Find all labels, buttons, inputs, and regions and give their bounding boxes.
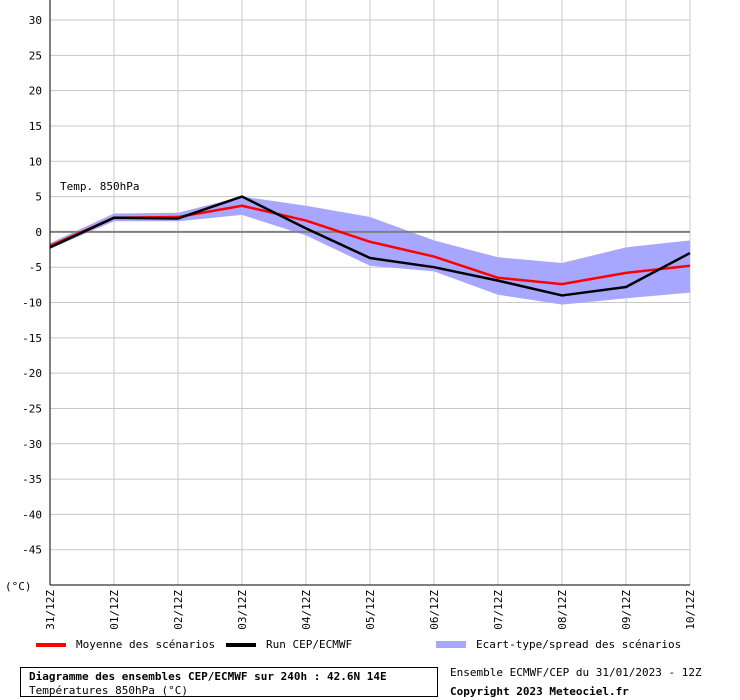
chart-title: Diagramme des ensembles CEP/ECMWF sur 24… xyxy=(29,670,387,683)
y-tick-label: 25 xyxy=(29,49,42,62)
x-tick-label: 10/12Z xyxy=(684,590,697,630)
x-tick-label: 01/12Z xyxy=(108,590,121,630)
y-tick-label: 15 xyxy=(29,120,42,133)
x-tick-label: 06/12Z xyxy=(428,590,441,630)
spread-band-layer xyxy=(50,196,690,305)
legend-item-run: Run CEP/ECMWF xyxy=(226,638,352,651)
legend-label-mean: Moyenne des scénarios xyxy=(76,638,216,651)
variable-annotation: Temp. 850hPa xyxy=(60,180,139,193)
y-tick-label: -30 xyxy=(22,438,42,451)
legend-swatch-run xyxy=(226,642,256,647)
y-tick-label: 30 xyxy=(29,14,42,27)
y-tick-label: 20 xyxy=(29,85,42,98)
x-tick-label: 31/12Z xyxy=(44,590,57,630)
y-tick-label: -5 xyxy=(29,261,42,274)
y-tick-label: -15 xyxy=(22,332,42,345)
series-layer xyxy=(49,195,691,297)
y-tick-label: -40 xyxy=(22,508,42,521)
legend-swatch-spread xyxy=(436,641,466,648)
legend-swatch-mean xyxy=(36,642,66,647)
copyright: Copyright 2023 Meteociel.fr xyxy=(450,685,629,698)
x-tick-label: 07/12Z xyxy=(492,590,505,630)
y-tick-label: 0 xyxy=(35,226,42,239)
legend-label-run: Run CEP/ECMWF xyxy=(266,638,353,651)
title-box: Diagramme des ensembles CEP/ECMWF sur 24… xyxy=(20,667,438,697)
x-tick-label: 04/12Z xyxy=(300,590,313,630)
x-tick-label: 03/12Z xyxy=(236,590,249,630)
legend-item-spread: Ecart-type/spread des scénarios xyxy=(436,638,681,651)
run-info: Ensemble ECMWF/CEP du 31/01/2023 - 12Z xyxy=(450,666,702,679)
legend-item-mean: Moyenne des scénarios xyxy=(36,638,215,651)
ensemble-chart: 30 25 20 15 10 5 0 -5 -10 -15 -20 -25 -30 -35 -40 -45 31… xyxy=(5,0,697,630)
y-tick-label: 5 xyxy=(35,191,42,204)
x-tick-label: 08/12Z xyxy=(556,590,569,630)
x-tick-label: 05/12Z xyxy=(364,590,377,630)
legend-label-spread: Ecart-type/spread des scénarios xyxy=(476,638,682,651)
y-tick-label: 10 xyxy=(29,155,42,168)
chart-subtitle: Températures 850hPa (°C) xyxy=(29,684,188,697)
unit-label: (°C) xyxy=(5,580,32,593)
series-line-run xyxy=(49,195,691,297)
y-tick-label: -25 xyxy=(22,402,42,415)
y-tick-label: -35 xyxy=(22,473,42,486)
spread-band xyxy=(50,196,690,305)
y-tick-label: -10 xyxy=(22,297,42,310)
x-tick-label: 02/12Z xyxy=(172,590,185,630)
axis-layer: 30 25 20 15 10 5 0 -5 -10 -15 -20 -25 -30 -35 -40 -45 31… xyxy=(22,0,697,630)
x-tick-label: 09/12Z xyxy=(620,590,633,630)
y-tick-label: -45 xyxy=(22,544,42,557)
y-tick-label: -20 xyxy=(22,367,42,380)
